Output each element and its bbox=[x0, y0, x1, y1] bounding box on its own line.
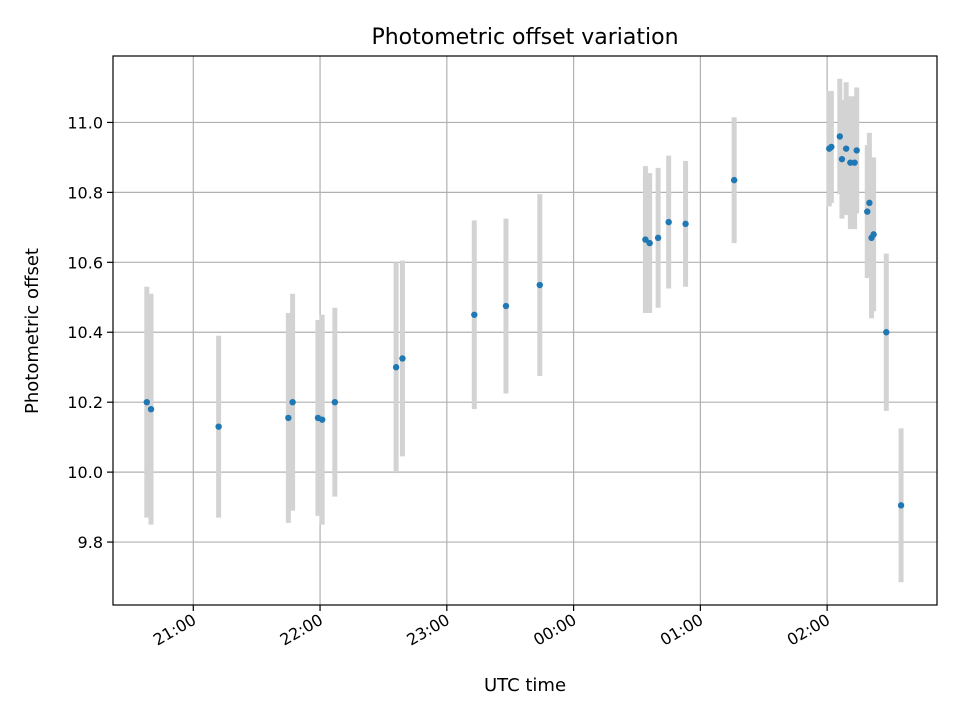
y-tick-label: 10.8 bbox=[67, 183, 103, 202]
data-point bbox=[502, 302, 510, 310]
data-point bbox=[730, 176, 738, 184]
data-point bbox=[215, 423, 222, 430]
data-points bbox=[143, 133, 905, 509]
data-point bbox=[646, 239, 653, 247]
data-point bbox=[828, 143, 835, 151]
data-point bbox=[864, 208, 871, 215]
data-point bbox=[851, 159, 858, 166]
data-point bbox=[897, 502, 905, 509]
y-tick-label: 10.4 bbox=[67, 323, 103, 342]
grid bbox=[113, 56, 937, 605]
data-point bbox=[392, 364, 400, 371]
x-tick-label: 22:00 bbox=[277, 610, 326, 650]
data-point bbox=[331, 398, 339, 406]
x-axis-label: UTC time bbox=[484, 675, 566, 696]
data-point bbox=[318, 416, 326, 423]
data-point bbox=[147, 405, 155, 413]
y-tick-label: 9.8 bbox=[78, 533, 103, 552]
chart-title: Photometric offset variation bbox=[371, 25, 678, 50]
data-point bbox=[654, 234, 662, 242]
y-tick-label: 11.0 bbox=[67, 113, 103, 132]
data-point bbox=[853, 147, 860, 154]
data-point bbox=[471, 311, 478, 318]
data-point bbox=[665, 218, 672, 226]
data-point bbox=[870, 231, 877, 238]
plot-frame bbox=[112, 55, 938, 606]
y-tick-label: 10.6 bbox=[67, 253, 103, 272]
data-point bbox=[682, 220, 689, 228]
data-point bbox=[399, 355, 406, 362]
y-axis-label: Photometric offset bbox=[22, 248, 43, 414]
y-tick-label: 10.0 bbox=[67, 463, 103, 482]
data-point bbox=[836, 133, 844, 140]
x-tick-label: 01:00 bbox=[657, 610, 706, 650]
data-point bbox=[289, 398, 296, 406]
data-point bbox=[842, 145, 850, 152]
data-point bbox=[883, 329, 890, 336]
y-tick-label: 10.2 bbox=[67, 393, 103, 412]
x-tick-label: 21:00 bbox=[150, 610, 199, 650]
data-point bbox=[642, 236, 649, 243]
ticks: 21:00 22:00 23:00 00:00 01:00 02:00 9.8 10.0 10.… bbox=[67, 113, 833, 649]
data-point bbox=[285, 414, 292, 422]
x-tick-label: 23:00 bbox=[403, 610, 452, 650]
x-tick-label: 00:00 bbox=[530, 610, 579, 650]
x-tick-label: 02:00 bbox=[784, 610, 833, 650]
data-point bbox=[536, 281, 543, 289]
error-bars bbox=[144, 78, 904, 583]
data-point bbox=[866, 199, 873, 207]
data-point bbox=[838, 155, 846, 163]
data-point bbox=[143, 398, 151, 406]
